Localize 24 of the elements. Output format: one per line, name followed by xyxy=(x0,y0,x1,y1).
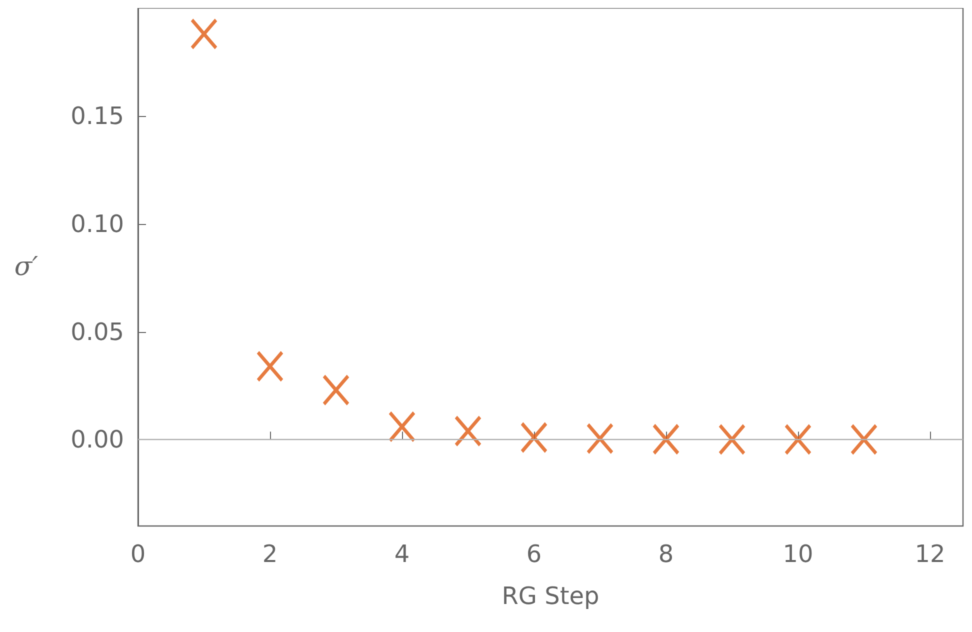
point xyxy=(718,424,746,456)
x-tick-label: 12 xyxy=(914,540,946,568)
y-tick-label: 0.05 xyxy=(70,318,124,346)
point xyxy=(586,422,614,454)
point xyxy=(256,350,284,382)
y-tick-label: 0.15 xyxy=(70,102,124,130)
point xyxy=(322,374,350,406)
point xyxy=(190,18,218,50)
point xyxy=(388,410,416,442)
x-tick-label: 2 xyxy=(262,540,278,568)
point xyxy=(520,422,548,454)
x-tick-label: 10 xyxy=(782,540,814,568)
point xyxy=(784,424,812,456)
x-tick-label: 8 xyxy=(658,540,674,568)
y-axis-title: σ′ xyxy=(14,252,38,282)
x-tick-label: 6 xyxy=(526,540,542,568)
point xyxy=(850,424,878,456)
x-tick-label: 4 xyxy=(394,540,410,568)
point xyxy=(652,423,680,455)
x-tick-label: 0 xyxy=(130,540,146,568)
x-axis-title: RG Step xyxy=(502,582,600,610)
point xyxy=(454,415,482,447)
y-tick-label: 0.10 xyxy=(70,210,124,238)
y-tick-label: 0.00 xyxy=(70,426,124,454)
